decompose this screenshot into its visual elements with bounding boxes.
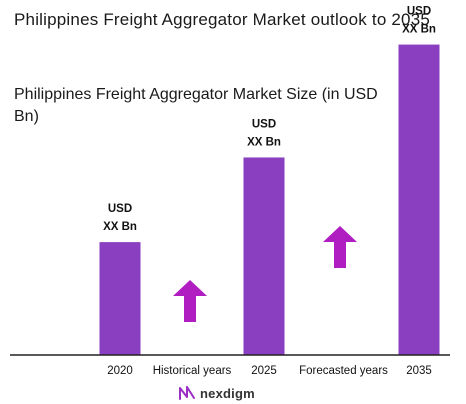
x-tick-label-2020: 2020: [107, 365, 133, 377]
bar-value-label-2025: XX Bn: [247, 136, 281, 148]
x-tick-label-2025: 2025: [251, 365, 277, 377]
bar-2025: [243, 157, 285, 355]
growth-arrow-up-icon: [323, 226, 357, 268]
bar-value-label-2020: XX Bn: [103, 221, 137, 233]
growth-arrow-up-icon: [173, 280, 207, 322]
period-label-historical: Historical years: [153, 365, 232, 377]
bar-2020: [99, 242, 141, 355]
brand-name: nexdigm: [200, 385, 255, 401]
period-label-forecasted: Forecasted years: [299, 365, 388, 377]
bar-value-label-2035: XX Bn: [402, 24, 436, 36]
nexdigm-logo-icon: [179, 386, 195, 400]
bar-2035: [398, 44, 440, 356]
bar-value-label-2020: USD: [108, 203, 132, 215]
brand-logo: nexdigm: [178, 384, 255, 402]
bar-value-label-2035: USD: [407, 6, 431, 18]
chart-title: Philippines Freight Aggregator Market Si…: [14, 86, 378, 125]
x-tick-label-2035: 2035: [406, 365, 432, 377]
bar-value-label-2025: USD: [252, 118, 276, 130]
page-title: Philippines Freight Aggregator Market ou…: [14, 10, 431, 29]
